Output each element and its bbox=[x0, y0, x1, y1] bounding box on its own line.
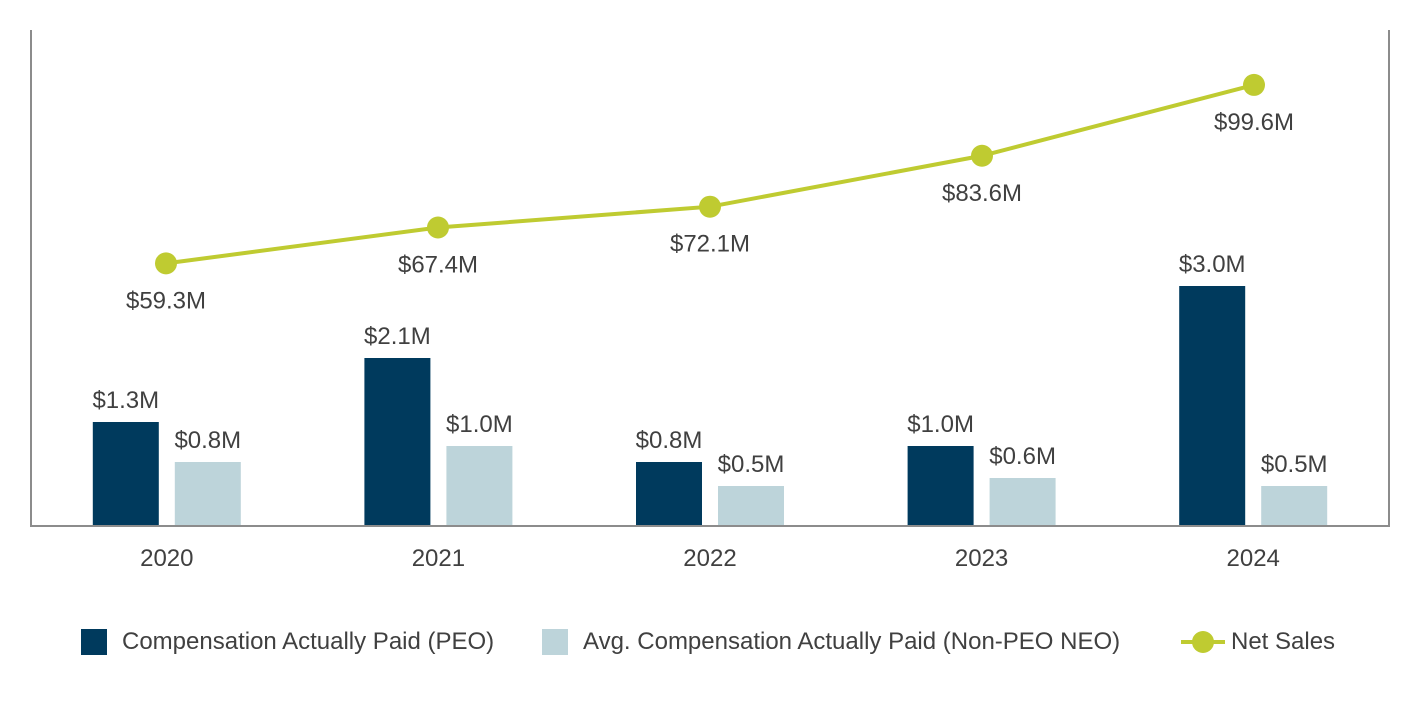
data-label-net-sales-2021: $67.4M bbox=[398, 252, 478, 279]
legend-item-non-peo: Avg. Compensation Actually Paid (Non-PEO… bbox=[542, 622, 1120, 662]
bar-non-peo-2024 bbox=[1261, 486, 1328, 526]
bar-peo-2023 bbox=[907, 446, 974, 526]
chart: $1.3M $0.8M $59.3M 2020 $2.1M $1.0M $67.4M 2021… bbox=[30, 30, 1390, 572]
net-sales-point-2020 bbox=[155, 252, 177, 275]
data-label-peo-2024: $3.0M bbox=[1179, 251, 1246, 278]
data-label-non-peo-2021: $1.0M bbox=[446, 411, 513, 438]
x-tick-2023: 2023 bbox=[955, 545, 1008, 572]
bar-peo-2022 bbox=[636, 462, 702, 526]
bar-peo-2020 bbox=[92, 422, 159, 526]
x-tick-2021: 2021 bbox=[412, 545, 465, 572]
data-label-non-peo-2024: $0.5M bbox=[1261, 451, 1328, 478]
x-tick-2024: 2024 bbox=[1227, 545, 1280, 572]
data-label-net-sales-2022: $72.1M bbox=[670, 231, 750, 258]
legend-line-net-sales bbox=[1181, 629, 1225, 655]
bar-non-peo-2023 bbox=[989, 478, 1056, 526]
x-tick-2020: 2020 bbox=[140, 545, 193, 572]
net-sales-point-2024 bbox=[1243, 73, 1265, 96]
net-sales-point-2023 bbox=[971, 144, 993, 167]
legend-swatch-non-peo bbox=[542, 629, 568, 655]
x-tick-2022: 2022 bbox=[683, 545, 736, 572]
data-label-peo-2023: $1.0M bbox=[907, 411, 974, 438]
data-label-non-peo-2022: $0.5M bbox=[718, 451, 785, 478]
data-label-peo-2020: $1.3M bbox=[92, 387, 159, 414]
data-label-peo-2021: $2.1M bbox=[364, 323, 431, 350]
legend: Compensation Actually Paid (PEO) Avg. Co… bbox=[0, 622, 1420, 662]
bar-non-peo-2022 bbox=[718, 486, 784, 526]
net-sales-point-2021 bbox=[427, 216, 449, 239]
legend-item-net-sales: Net Sales bbox=[1181, 622, 1335, 662]
legend-label-net-sales: Net Sales bbox=[1231, 628, 1336, 655]
bar-non-peo-2020 bbox=[174, 462, 241, 526]
legend-label-non-peo: Avg. Compensation Actually Paid (Non-PEO… bbox=[583, 628, 1121, 655]
data-label-peo-2022: $0.8M bbox=[636, 427, 703, 454]
data-label-net-sales-2023: $83.6M bbox=[942, 180, 1022, 207]
net-sales-point-2022 bbox=[699, 195, 721, 218]
legend-label-peo: Compensation Actually Paid (PEO) bbox=[122, 628, 495, 655]
bar-peo-2021 bbox=[364, 358, 431, 526]
data-label-net-sales-2020: $59.3M bbox=[126, 287, 206, 314]
legend-swatch-peo bbox=[81, 629, 107, 655]
bar-non-peo-2021 bbox=[446, 446, 513, 526]
bar-peo-2024 bbox=[1179, 286, 1246, 526]
data-label-non-peo-2020: $0.8M bbox=[174, 427, 241, 454]
legend-item-peo: Compensation Actually Paid (PEO) bbox=[81, 622, 494, 662]
data-label-net-sales-2024: $99.6M bbox=[1214, 109, 1294, 136]
data-label-non-peo-2023: $0.6M bbox=[989, 443, 1056, 470]
